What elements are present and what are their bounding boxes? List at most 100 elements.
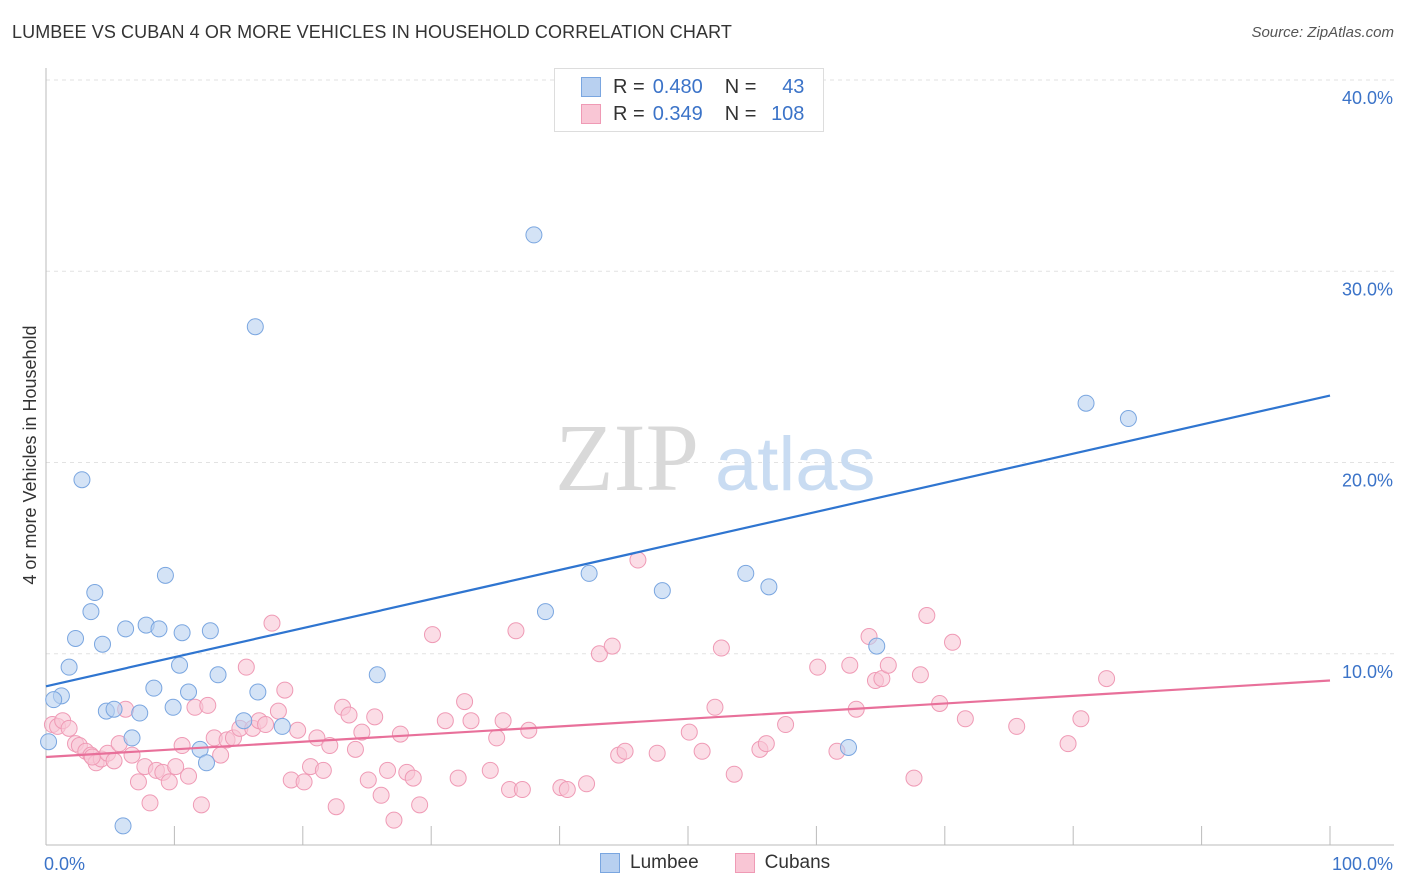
- lumbee-n-label: N =: [724, 75, 757, 98]
- lumbee-point-30: [368, 666, 386, 684]
- lumbee-point-24: [201, 622, 219, 640]
- lumbee-point-27: [246, 318, 264, 336]
- cubans-point-82: [693, 742, 711, 760]
- cubans-point-48: [340, 706, 358, 724]
- lumbee-point-32: [536, 603, 554, 621]
- cubans-point-32: [237, 658, 255, 676]
- cubans-point-105: [1072, 710, 1090, 728]
- cubans-point-107: [83, 748, 101, 766]
- cubans-point-67: [494, 712, 512, 730]
- cubans-point-97: [905, 769, 923, 787]
- lumbee-point-21: [180, 683, 198, 701]
- lumbee-point-2: [60, 658, 78, 676]
- lumbee-point-5: [82, 603, 100, 621]
- cubans-point-55: [385, 811, 403, 829]
- lumbee-point-16: [150, 620, 168, 638]
- lumbee-point-6: [86, 584, 104, 602]
- legend-item-cubans: Cubans: [734, 852, 831, 874]
- cubans-point-20: [160, 773, 178, 791]
- lumbee-point-10: [114, 817, 132, 835]
- cubans-point-56: [391, 725, 409, 743]
- cubans-r-label: R =: [613, 102, 645, 125]
- y-tick-label-3: 40.0%: [1342, 88, 1393, 108]
- cubans-point-87: [757, 735, 775, 753]
- lumbee-point-11: [117, 620, 135, 638]
- grid-lines: [46, 79, 1394, 655]
- lumbee-point-29: [273, 717, 291, 735]
- lumbee-points: [40, 109, 1137, 835]
- cubans-point-45: [321, 737, 339, 755]
- cubans-point-91: [841, 656, 859, 674]
- cubans-point-49: [346, 740, 364, 758]
- legend-row-cubans: R = 0.349 N = 108: [581, 101, 804, 127]
- cubans-point-61: [436, 712, 454, 730]
- cubans-point-38: [276, 681, 294, 699]
- cubans-point-14: [123, 746, 141, 764]
- y-tick-label-0: 10.0%: [1342, 662, 1393, 682]
- cubans-point-40: [289, 721, 307, 739]
- cubans-point-36: [263, 614, 281, 632]
- cubans-point-59: [411, 796, 429, 814]
- cubans-point-101: [944, 633, 962, 651]
- lumbee-n-value: 43: [782, 75, 805, 98]
- cubans-point-46: [327, 798, 345, 816]
- cubans-point-25: [192, 796, 210, 814]
- cubans-points: [43, 551, 1116, 829]
- cubans-point-21: [167, 758, 185, 776]
- lumbee-r-label: R =: [613, 75, 645, 98]
- source-note: Source: ZipAtlas.com: [1251, 24, 1394, 41]
- lumbee-point-19: [171, 656, 189, 674]
- cubans-point-70: [513, 781, 531, 799]
- lumbee-trend-line: [45, 394, 1331, 688]
- cubans-point-41: [295, 773, 313, 791]
- cubans-point-60: [423, 626, 441, 644]
- lumbee-legend-swatch: [600, 853, 620, 873]
- cubans-swatch: [581, 104, 601, 124]
- y-tick-label-2: 30.0%: [1342, 279, 1393, 299]
- cubans-trend-line: [45, 679, 1331, 759]
- lumbee-point-17: [156, 566, 174, 584]
- cubans-point-84: [712, 639, 730, 657]
- cubans-point-54: [379, 761, 397, 779]
- lumbee-point-28: [249, 683, 267, 701]
- cubans-point-17: [141, 794, 159, 812]
- lumbee-point-41: [1119, 410, 1137, 428]
- legend-item-lumbee: Lumbee: [600, 852, 699, 874]
- cubans-point-50: [353, 723, 371, 741]
- cubans-point-99: [918, 607, 936, 624]
- lumbee-point-7: [93, 635, 111, 653]
- y-axis-label: 4 or more Vehicles in Household: [20, 325, 40, 584]
- cubans-point-66: [488, 729, 506, 747]
- cubans-point-65: [481, 761, 499, 779]
- lumbee-point-36: [737, 564, 755, 582]
- lumbee-legend-label: Lumbee: [630, 852, 699, 873]
- lumbee-point-12: [123, 729, 141, 747]
- lumbee-point-20: [173, 624, 191, 642]
- cubans-point-51: [359, 771, 377, 789]
- lumbee-point-0: [40, 733, 58, 751]
- cubans-point-3: [60, 719, 78, 737]
- lumbee-point-23: [198, 754, 215, 772]
- x-tick-label-1: 100.0%: [1332, 854, 1393, 874]
- lumbee-point-39: [868, 637, 886, 655]
- cubans-point-104: [1059, 735, 1077, 753]
- watermark-zip: ZIP: [555, 404, 699, 511]
- cubans-point-98: [911, 666, 929, 684]
- legend-row-lumbee: R = 0.480 N = 43: [581, 74, 804, 100]
- cubans-legend-swatch: [734, 853, 755, 873]
- cubans-point-44: [314, 761, 332, 779]
- cubans-point-89: [809, 658, 827, 676]
- cubans-point-80: [648, 744, 666, 762]
- cubans-point-15: [129, 773, 147, 791]
- cubans-point-64: [462, 712, 480, 730]
- cubans-point-52: [366, 708, 384, 726]
- lumbee-point-13: [131, 704, 149, 722]
- cubans-point-26: [199, 696, 217, 714]
- cubans-legend-label: Cubans: [764, 852, 831, 873]
- lumbee-point-31: [525, 226, 543, 244]
- cubans-point-63: [456, 693, 474, 711]
- cubans-point-37: [269, 702, 287, 720]
- cubans-point-103: [1008, 717, 1026, 735]
- cubans-point-74: [578, 775, 596, 793]
